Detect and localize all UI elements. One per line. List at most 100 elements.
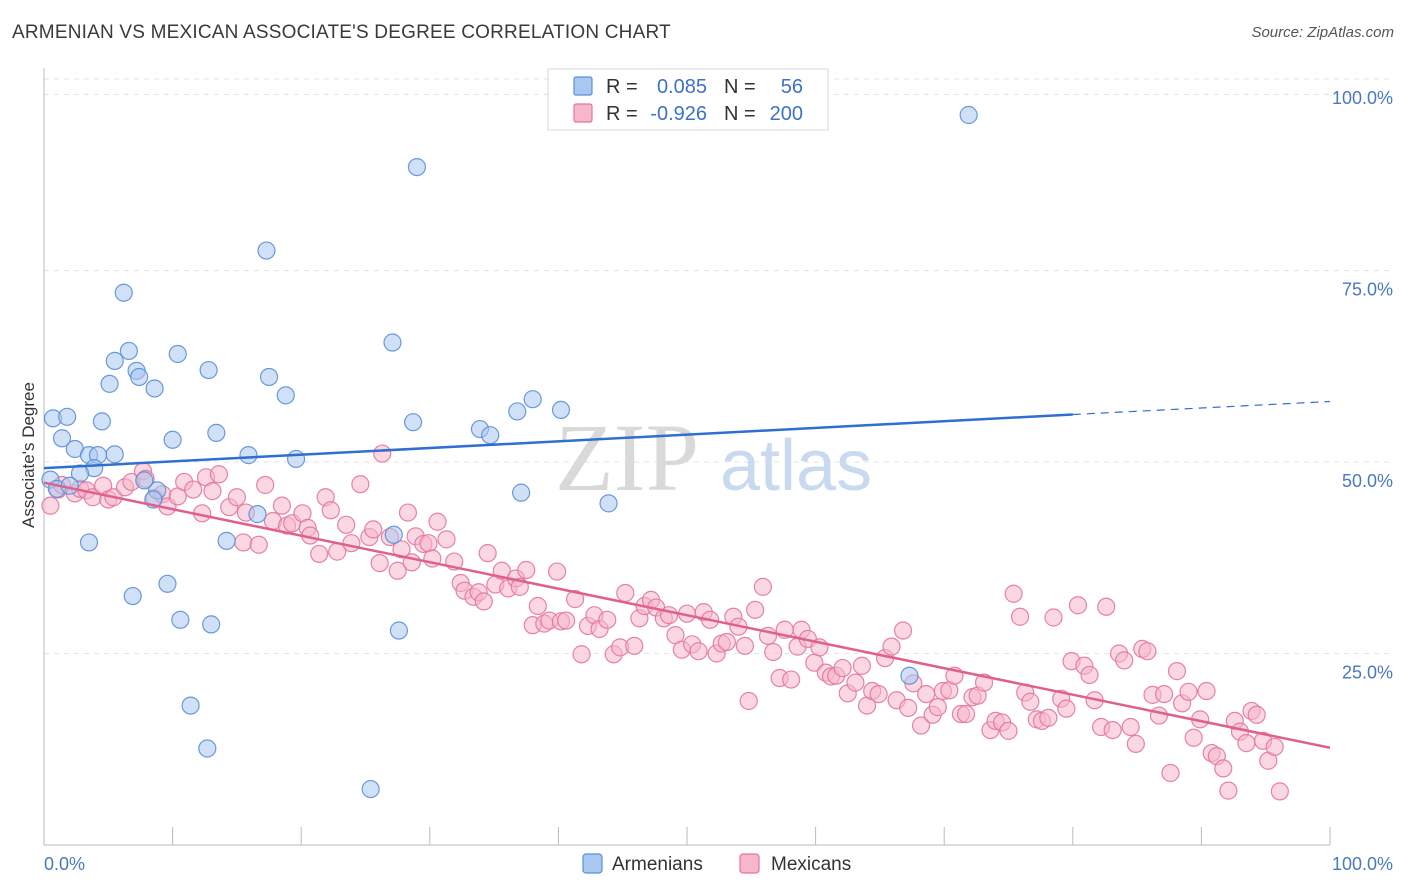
armenians-point-35 bbox=[123, 586, 142, 606]
armenians-point-1 bbox=[58, 407, 77, 426]
y-tick-labels: 25.0% 50.0% 75.0% 100.0% bbox=[1332, 88, 1393, 683]
x-tick-label-max: 100.0% bbox=[1332, 854, 1393, 874]
mexicans-point-31 bbox=[272, 496, 292, 515]
armenians-trend-extension bbox=[1072, 400, 1331, 416]
armenians-trend-line bbox=[43, 413, 1073, 470]
armenians-point-55 bbox=[135, 471, 154, 490]
armenians-point-45 bbox=[407, 157, 427, 177]
legend-n-value-mexicans: 200 bbox=[770, 103, 803, 125]
mexicans-point-179 bbox=[1155, 684, 1174, 704]
mexicans-point-79 bbox=[566, 590, 585, 609]
mexicans-point-29 bbox=[256, 475, 275, 495]
armenians-point-51 bbox=[512, 483, 531, 502]
legend-r-value-armenians: 0.085 bbox=[657, 76, 707, 98]
mexicans-point-134 bbox=[893, 621, 913, 640]
mexicans-point-130 bbox=[869, 684, 888, 704]
mexicans-swatch bbox=[573, 103, 593, 123]
mexicans-point-108 bbox=[739, 691, 758, 711]
armenians-point-36 bbox=[171, 610, 190, 629]
mexicans-point-181 bbox=[1167, 662, 1187, 681]
stats-legend: R = 0.085 N = 56 R = -0.926 N = 200 bbox=[547, 68, 829, 131]
mexicans-point-71 bbox=[517, 560, 536, 580]
armenians-point-39 bbox=[198, 739, 217, 758]
mexicans-point-162 bbox=[1057, 699, 1076, 718]
armenians-point-25 bbox=[259, 367, 279, 387]
mexicans-point-0 bbox=[41, 496, 60, 515]
mexicans-point-43 bbox=[351, 475, 370, 494]
mexicans-legend-label: Mexicans bbox=[771, 854, 851, 875]
armenians-point-48 bbox=[508, 402, 527, 421]
armenians-point-6 bbox=[105, 445, 124, 464]
armenians-point-20 bbox=[145, 379, 164, 398]
armenians-point-37 bbox=[202, 615, 221, 634]
mexicans-point-64 bbox=[474, 592, 493, 611]
mexicans-point-42 bbox=[342, 534, 361, 553]
mexicans-point-198 bbox=[1265, 737, 1284, 757]
mexicans-point-180 bbox=[1161, 763, 1180, 783]
mexicans-point-45 bbox=[364, 520, 383, 539]
armenians-point-22 bbox=[199, 360, 218, 380]
armenians-point-34 bbox=[158, 574, 177, 593]
mexicans-point-173 bbox=[1121, 717, 1140, 737]
mexicans-point-23 bbox=[209, 465, 228, 484]
armenians-point-53 bbox=[900, 666, 919, 685]
armenians-point-41 bbox=[389, 621, 409, 640]
watermark: ZIP atlas bbox=[555, 404, 872, 511]
mexicans-point-159 bbox=[1039, 708, 1058, 727]
armenians-point-47 bbox=[481, 426, 500, 445]
mexicans-point-112 bbox=[764, 642, 783, 662]
armenians-point-18 bbox=[130, 367, 149, 387]
mexicans-point-110 bbox=[753, 577, 772, 596]
mexicans-point-50 bbox=[392, 540, 411, 559]
mexicans-point-76 bbox=[548, 562, 567, 581]
armenians-point-24 bbox=[257, 241, 276, 260]
mexicans-point-22 bbox=[203, 482, 222, 501]
armenians-point-9 bbox=[70, 464, 90, 483]
mexicans-point-107 bbox=[735, 636, 754, 655]
legend-r-value-mexicans: -0.926 bbox=[650, 103, 707, 125]
mexicans-point-135 bbox=[899, 698, 918, 717]
armenians-legend-label: Armenians bbox=[612, 854, 703, 875]
mexicans-point-26 bbox=[234, 533, 253, 552]
mexicans-point-37 bbox=[310, 544, 329, 564]
armenians-swatch bbox=[573, 76, 593, 96]
mexicans-point-178 bbox=[1149, 706, 1169, 725]
mexicans-point-145 bbox=[956, 704, 976, 724]
mexicans-point-189 bbox=[1214, 759, 1233, 778]
armenians-point-43 bbox=[403, 413, 423, 432]
mexicans-point-160 bbox=[1044, 608, 1063, 627]
armenians-point-38 bbox=[181, 696, 200, 715]
armenians-point-21 bbox=[168, 344, 187, 364]
mexicans-point-140 bbox=[928, 698, 947, 717]
mexicans-point-104 bbox=[717, 632, 736, 652]
mexicans-point-166 bbox=[1080, 665, 1099, 685]
y-tick-label-2: 75.0% bbox=[1342, 280, 1393, 300]
armenians-point-4 bbox=[92, 412, 111, 431]
legend-r-label-mexicans: R = bbox=[606, 103, 638, 125]
mexicans-point-195 bbox=[1247, 705, 1266, 724]
axes bbox=[43, 68, 1331, 846]
watermark-atlas: atlas bbox=[720, 426, 872, 506]
mexicans-point-25 bbox=[227, 488, 246, 507]
armenians-point-31 bbox=[248, 504, 267, 524]
x-tick-label-min: 0.0% bbox=[44, 854, 85, 874]
mexicans-point-47 bbox=[373, 444, 392, 463]
mexicans-point-126 bbox=[846, 673, 865, 692]
mexicans-legend-swatch bbox=[739, 853, 760, 874]
mexicans-point-88 bbox=[625, 636, 644, 655]
armenians-point-26 bbox=[276, 386, 295, 405]
armenians-point-28 bbox=[163, 430, 182, 449]
mexicans-point-84 bbox=[598, 610, 617, 629]
armenians-point-49 bbox=[523, 390, 542, 409]
mexicans-point-174 bbox=[1126, 734, 1145, 753]
legend-n-value-armenians: 56 bbox=[781, 76, 803, 98]
mexicans-point-137 bbox=[911, 716, 931, 735]
mexicans-point-190 bbox=[1219, 781, 1238, 800]
mexicans-point-124 bbox=[833, 658, 852, 678]
mexicans-point-46 bbox=[370, 554, 389, 573]
mexicans-point-169 bbox=[1097, 597, 1116, 616]
series-legend: Armenians Mexicans bbox=[582, 853, 851, 875]
mexicans-trend-line bbox=[43, 481, 1331, 749]
mexicans-point-28 bbox=[249, 535, 268, 554]
